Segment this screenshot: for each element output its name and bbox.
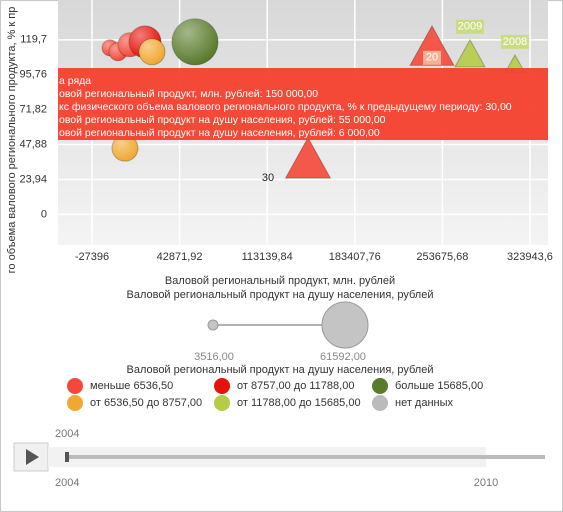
play-icon bbox=[26, 449, 39, 465]
timeline-start: 2004 bbox=[55, 477, 79, 489]
x-tick-label: 113139,84 bbox=[242, 251, 293, 263]
x-axis-title: Валовой региональный продукт, млн. рубле… bbox=[165, 275, 395, 287]
legend-title: Валовой региональный продукт на душу нас… bbox=[126, 364, 433, 376]
point-label-box bbox=[422, 50, 441, 65]
legend-marker bbox=[67, 378, 83, 394]
point-label-box bbox=[500, 34, 529, 49]
y-tick-label: 0 bbox=[41, 208, 47, 220]
tooltip-line: овой региональный продукт, млн. рублей: … bbox=[59, 88, 318, 100]
timeline-bar bbox=[65, 455, 545, 459]
size-max-label: 61592,00 bbox=[320, 351, 366, 363]
bubble-shine bbox=[111, 135, 138, 162]
y-tick-label: 119,7 bbox=[20, 34, 47, 46]
size-min-label: 3516,00 bbox=[194, 351, 234, 363]
y-tick-label: 95,76 bbox=[19, 69, 47, 81]
tooltip-line: овой региональный продукт на душу населе… bbox=[59, 127, 380, 139]
legend-label: от 6536,50 до 8757,00 bbox=[90, 397, 202, 409]
timeline-handle[interactable] bbox=[65, 452, 69, 462]
legend-label: больше 15685,00 bbox=[395, 380, 483, 392]
tooltip-line: кс физического объема валового региональ… bbox=[59, 101, 512, 113]
timeline-current: 2004 bbox=[55, 428, 79, 440]
tooltip bbox=[58, 68, 548, 140]
triangle-point bbox=[284, 136, 332, 179]
x-tick-label: 183407,76 bbox=[329, 251, 381, 263]
y-tick-label: 47,88 bbox=[19, 138, 47, 150]
x-tick-label: -27396 bbox=[75, 251, 109, 263]
legend-label: от 8757,00 до 11788,00 bbox=[237, 380, 354, 392]
size-legend-max bbox=[321, 301, 369, 349]
point-label: 20 bbox=[426, 52, 438, 64]
point-label-box bbox=[455, 19, 484, 34]
triangle-point bbox=[454, 38, 486, 68]
legend-label: от 11788,00 до 15685,00 bbox=[237, 397, 361, 409]
legend-marker bbox=[214, 395, 230, 411]
point-label: 2009 bbox=[458, 21, 482, 33]
x-tick-label: 253675,68 bbox=[416, 251, 468, 263]
legend-marker bbox=[372, 395, 388, 411]
size-title: Валовой региональный продукт на душу нас… bbox=[126, 289, 433, 301]
tooltip-line: а ряда bbox=[59, 75, 91, 87]
timeline-end: 2010 bbox=[474, 477, 498, 489]
tooltip-line: овой региональный продукт на душу населе… bbox=[59, 114, 386, 126]
legend-marker bbox=[214, 378, 230, 394]
legend-label: нет данных bbox=[395, 397, 454, 409]
y-tick-label: 23,94 bbox=[19, 173, 47, 185]
legend-marker bbox=[372, 378, 388, 394]
legend-label: меньше 6536,50 bbox=[90, 380, 173, 392]
point-label: 2008 bbox=[503, 36, 527, 48]
x-tick-label: 323943,6 bbox=[507, 251, 553, 263]
triangle-point bbox=[409, 24, 455, 66]
point-label: 30 bbox=[262, 172, 274, 184]
bubble-shine bbox=[171, 18, 218, 65]
size-legend-min bbox=[207, 319, 219, 331]
x-tick-label: 42871,92 bbox=[157, 251, 203, 263]
y-tick-label: 71,82 bbox=[19, 104, 47, 116]
legend-marker bbox=[67, 395, 83, 411]
bubble-shine bbox=[138, 38, 166, 65]
y-axis-title: го объема валового регионального продукт… bbox=[6, 7, 18, 274]
